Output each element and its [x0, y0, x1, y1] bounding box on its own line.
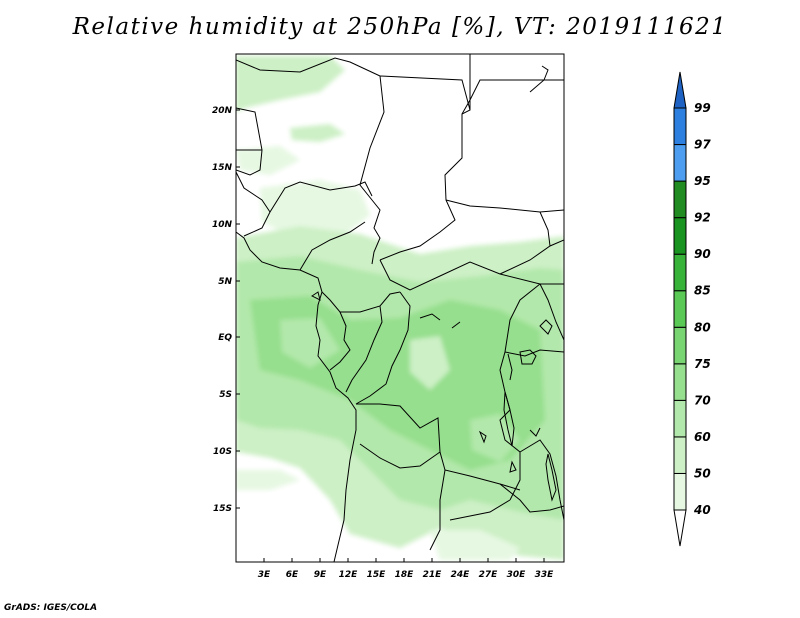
colorbar-label: 97: [694, 138, 711, 152]
lon-label: 9E: [314, 570, 327, 580]
colorbar-bin: [673, 180, 687, 219]
map-frame: [235, 53, 565, 563]
colorbar-label: 99: [694, 101, 711, 115]
colorbar-bin: [673, 217, 687, 255]
lake-tanganyika: [503, 391, 515, 447]
lon-label: 21E: [423, 570, 443, 580]
colorbar-label: 90: [694, 247, 711, 261]
colorbar-bin: [673, 107, 687, 146]
lat-label: EQ: [218, 333, 232, 343]
map-title: Relative humidity at 250hPa [%], VT: 201…: [72, 14, 728, 40]
colorbar-label: 75: [694, 357, 711, 371]
colorbar-label: 70: [694, 393, 711, 407]
colorbar-bin: [673, 363, 687, 401]
lon-label: 3E: [258, 570, 271, 580]
lat-label: 10N: [212, 220, 233, 230]
lon-label: 33E: [535, 570, 555, 580]
longitude-labels: 3E 6E 9E 12E 15E 18E 21E 24E 27E 30E 33E: [258, 570, 554, 580]
lon-label: 15E: [367, 570, 387, 580]
lat-label: 10S: [213, 447, 232, 457]
lon-label: 18E: [395, 570, 415, 580]
colorbar-bin: [673, 472, 687, 511]
colorbar-label: 95: [694, 174, 711, 188]
grads-credit: GrADS: IGES/COLA: [4, 603, 98, 613]
colorbar: 40 50 60 70 75 80 85 90 92 95 97 99: [673, 71, 711, 547]
country-borders: [236, 54, 564, 562]
axis-ticks: [236, 109, 545, 562]
colorbar-bin: [673, 399, 687, 438]
humidity-shading: [236, 54, 564, 562]
lat-label: 15S: [213, 504, 232, 514]
lon-label: 30E: [507, 570, 527, 580]
colorbar-label: 80: [694, 320, 711, 334]
coastline-west: [236, 231, 357, 562]
colorbar-bin: [673, 253, 687, 292]
colorbar-label: 85: [694, 284, 711, 298]
colorbar-bin: [673, 71, 687, 109]
lat-label: 5N: [218, 277, 232, 287]
colorbar-bin: [673, 290, 687, 328]
lon-label: 27E: [479, 570, 499, 580]
colorbar-label: 50: [694, 466, 711, 480]
lon-label: 24E: [451, 570, 471, 580]
latitude-labels: 20N 15N 10N 5N EQ 5S 10S 15S: [212, 106, 233, 514]
lon-label: 12E: [339, 570, 359, 580]
colorbar-label: 60: [694, 430, 711, 444]
colorbar-bin: [673, 509, 687, 547]
lake-malawi: [545, 453, 557, 502]
lake-victoria: [519, 349, 537, 365]
lon-label: 6E: [286, 570, 299, 580]
colorbar-bin: [673, 436, 687, 474]
colorbar-label: 40: [693, 503, 711, 517]
lat-label: 15N: [212, 163, 233, 173]
colorbar-bin: [673, 326, 687, 365]
colorbar-label: 92: [694, 211, 711, 225]
lat-label: 20N: [212, 106, 233, 116]
colorbar-bin: [673, 144, 687, 182]
lat-label: 5S: [219, 390, 232, 400]
